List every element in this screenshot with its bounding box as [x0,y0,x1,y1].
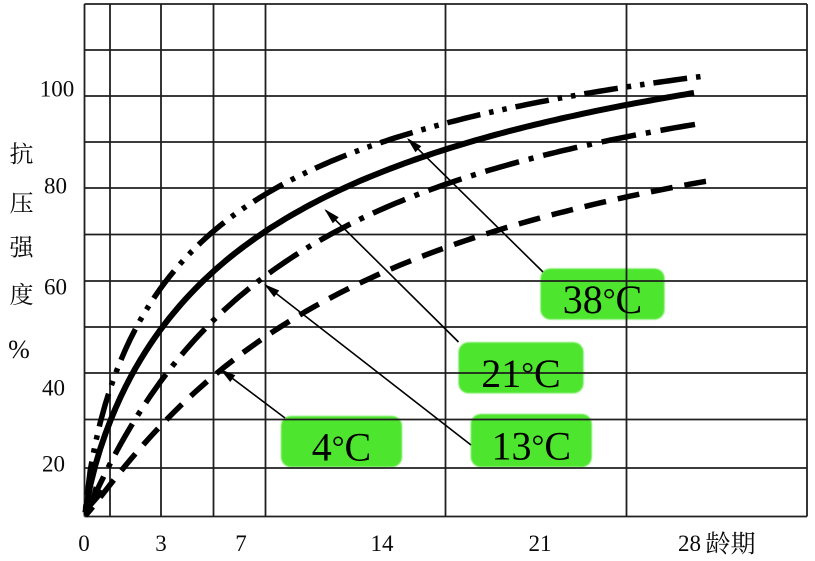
svg-text:21°C: 21°C [481,351,560,396]
svg-text:13°C: 13°C [492,424,571,469]
svg-text:60: 60 [44,275,67,300]
svg-text:21: 21 [529,531,552,556]
svg-text:%: % [8,335,30,364]
svg-text:20: 20 [42,452,65,477]
svg-text:100: 100 [40,77,75,102]
svg-text:14: 14 [371,531,395,556]
svg-text:80: 80 [44,174,67,199]
svg-text:28: 28 [678,531,701,556]
svg-text:3: 3 [155,531,167,556]
svg-text:38°C: 38°C [563,277,642,322]
svg-text:0: 0 [78,531,90,556]
svg-text:7: 7 [235,531,247,556]
svg-text:4°C: 4°C [312,425,371,470]
svg-text:40: 40 [42,376,65,401]
